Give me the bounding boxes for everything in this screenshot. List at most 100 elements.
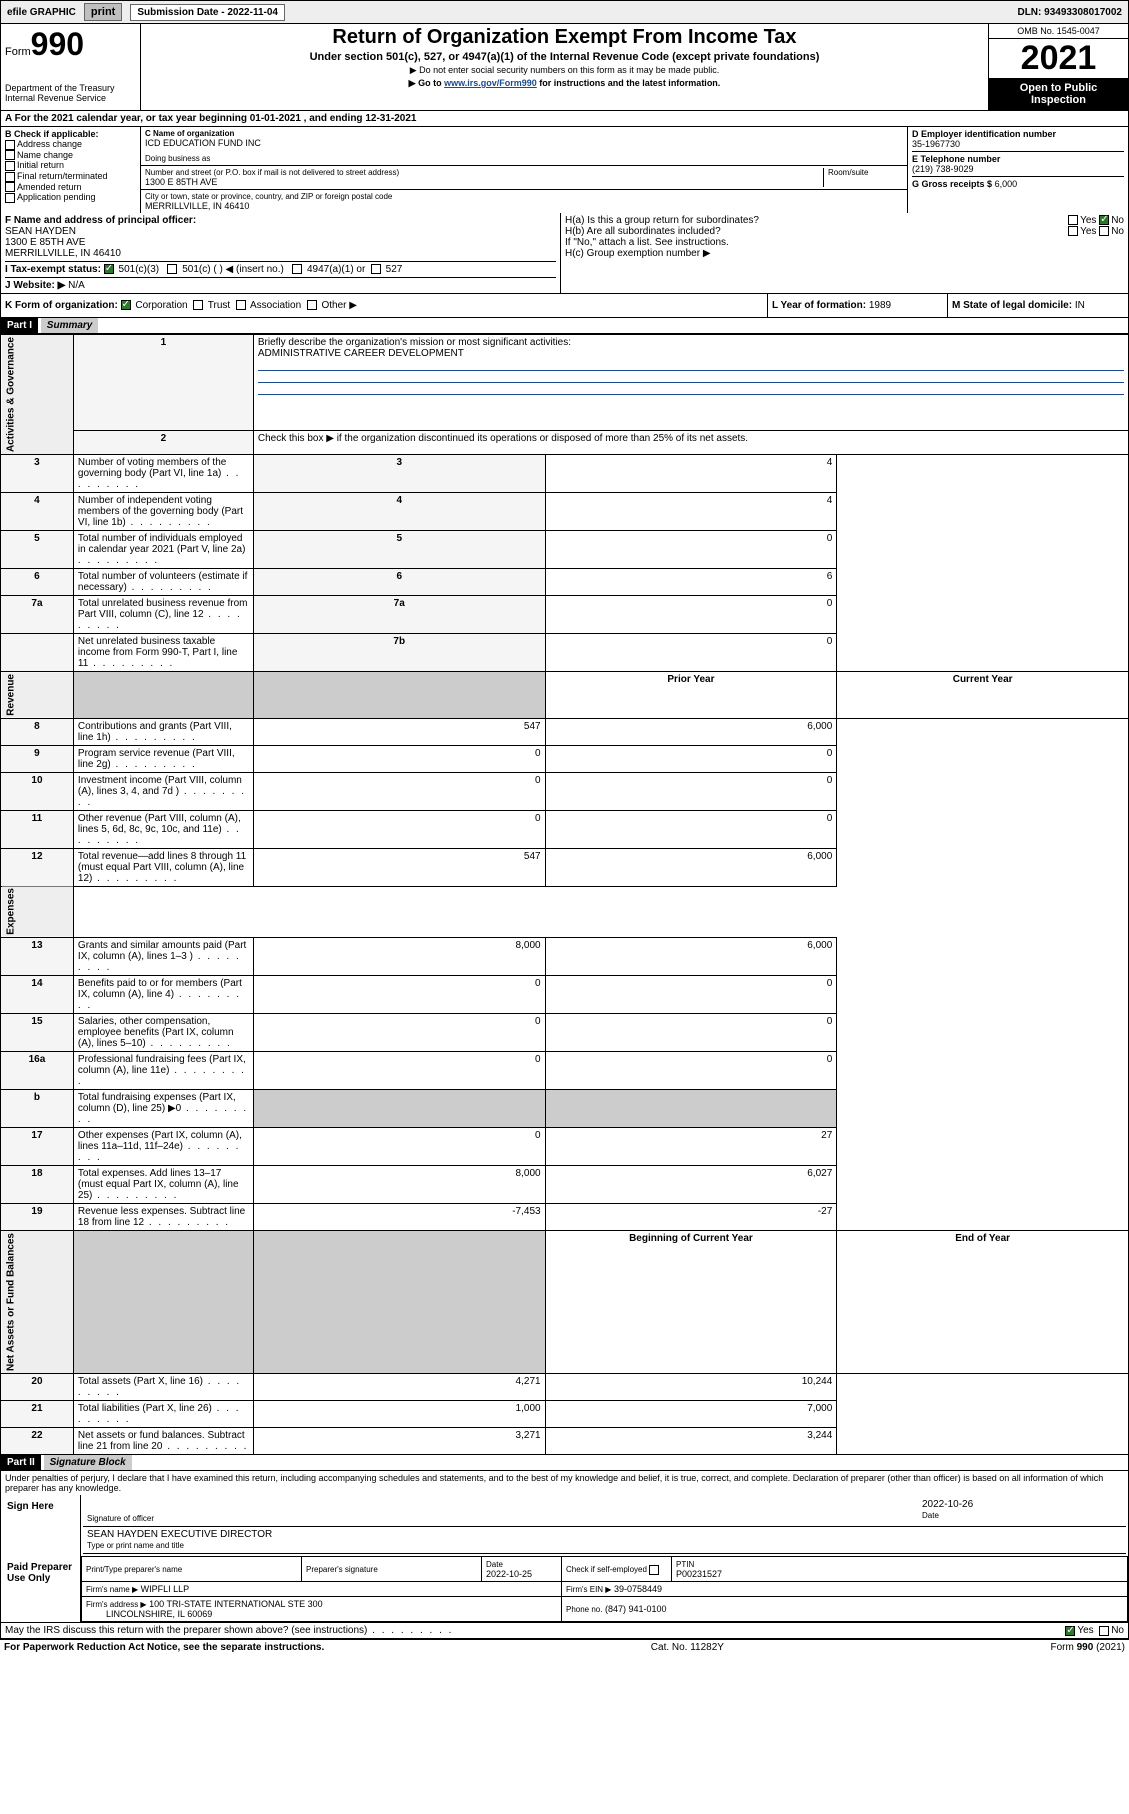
h-a: H(a) Is this a group return for subordin…	[565, 215, 1124, 226]
firm-name: WIPFLI LLP	[141, 1584, 190, 1594]
ha-yes[interactable]	[1068, 215, 1078, 225]
table-row: 16aProfessional fundraising fees (Part I…	[1, 1052, 1129, 1090]
submission-date-label: Submission Date - 2022-11-04	[124, 5, 291, 20]
table-row: 20Total assets (Part X, line 16)4,27110,…	[1, 1374, 1129, 1401]
table-row: 9Program service revenue (Part VIII, lin…	[1, 745, 1129, 772]
table-row: 18Total expenses. Add lines 13–17 (must …	[1, 1166, 1129, 1204]
ptin: P00231527	[676, 1569, 722, 1579]
year-formation: 1989	[869, 300, 891, 311]
header-grid: B Check if applicable: Address change Na…	[0, 127, 1129, 213]
row-j: J Website: ▶ N/A	[5, 280, 556, 291]
form-subtitle: Under section 501(c), 527, or 4947(a)(1)…	[145, 51, 984, 63]
part1-title: Summary	[41, 318, 99, 333]
topbar: efile GRAPHIC print Submission Date - 20…	[0, 0, 1129, 24]
irs-label: Internal Revenue Service	[5, 93, 136, 103]
checkbox-501c[interactable]	[167, 264, 177, 274]
firm-ein: 39-0758449	[614, 1584, 662, 1594]
gross-receipts: 6,000	[995, 179, 1018, 189]
perjury-text: Under penalties of perjury, I declare th…	[1, 1471, 1128, 1495]
box-c: C Name of organization ICD EDUCATION FUN…	[141, 127, 908, 213]
row-a-tax-year: A For the 2021 calendar year, or tax yea…	[0, 111, 1129, 127]
table-row: 8Contributions and grants (Part VIII, li…	[1, 718, 1129, 745]
summary-table: Activities & Governance 1 Briefly descri…	[0, 334, 1129, 1455]
efile-label: efile GRAPHIC	[1, 5, 82, 20]
k-corp[interactable]	[121, 300, 131, 310]
discuss-no[interactable]	[1099, 1626, 1109, 1636]
row-klm: K Form of organization: Corporation Trus…	[0, 294, 1129, 318]
section-governance: Activities & Governance	[1, 335, 74, 455]
state-domicile: IN	[1075, 300, 1085, 311]
part2-title: Signature Block	[44, 1455, 132, 1470]
dept-label: Department of the Treasury	[5, 83, 136, 93]
hb-yes[interactable]	[1068, 226, 1078, 236]
section-net-assets: Net Assets or Fund Balances	[1, 1231, 74, 1374]
sign-date: 2022-10-26	[922, 1499, 973, 1510]
open-public-badge: Open to Public Inspection	[989, 78, 1128, 110]
tax-year: 2021	[989, 39, 1128, 78]
checkbox-501c3[interactable]	[104, 264, 114, 274]
org-street: 1300 E 85TH AVE	[145, 177, 823, 187]
firm-phone: (847) 941-0100	[605, 1604, 667, 1614]
part2-header: Part II	[1, 1455, 41, 1470]
checkbox-4947[interactable]	[292, 264, 302, 274]
ha-no[interactable]	[1099, 215, 1109, 225]
discuss-yes[interactable]	[1065, 1626, 1075, 1636]
checkbox-name-change[interactable]: Name change	[5, 150, 136, 161]
may-irs-discuss: May the IRS discuss this return with the…	[1, 1622, 1128, 1638]
k-other[interactable]	[307, 300, 317, 310]
checkbox-527[interactable]	[371, 264, 381, 274]
table-row: bTotal fundraising expenses (Part IX, co…	[1, 1090, 1129, 1128]
dln: DLN: 93493308017002	[1011, 5, 1128, 20]
box-d-e-g: D Employer identification number 35-1967…	[908, 127, 1128, 213]
officer-name: SEAN HAYDEN	[5, 226, 556, 237]
table-row: 12Total revenue—add lines 8 through 11 (…	[1, 848, 1129, 886]
form-header: Form 990 Department of the Treasury Inte…	[0, 24, 1129, 111]
table-row: 11Other revenue (Part VIII, column (A), …	[1, 810, 1129, 848]
table-row: 17Other expenses (Part IX, column (A), l…	[1, 1128, 1129, 1166]
table-row: 21Total liabilities (Part X, line 26)1,0…	[1, 1401, 1129, 1428]
checkbox-final-return[interactable]: Final return/terminated	[5, 171, 136, 182]
org-city: MERRILLVILLE, IN 46410	[145, 201, 903, 211]
ssn-note: Do not enter social security numbers on …	[145, 65, 984, 76]
table-row: 14Benefits paid to or for members (Part …	[1, 976, 1129, 1014]
section-revenue: Revenue	[1, 672, 74, 719]
checkbox-initial-return[interactable]: Initial return	[5, 160, 136, 171]
form-990-logo: Form 990	[5, 26, 136, 63]
table-row: 13Grants and similar amounts paid (Part …	[1, 938, 1129, 976]
row-f-h: F Name and address of principal officer:…	[0, 213, 1129, 294]
ein: 35-1967730	[912, 139, 1124, 149]
h-c: H(c) Group exemption number ▶	[565, 248, 1124, 259]
telephone: (219) 738-9029	[912, 164, 1124, 174]
hb-no[interactable]	[1099, 226, 1109, 236]
table-row: 6Total number of volunteers (estimate if…	[1, 569, 1129, 596]
k-assoc[interactable]	[236, 300, 246, 310]
mission: ADMINISTRATIVE CAREER DEVELOPMENT	[258, 348, 464, 359]
part1-header: Part I	[1, 318, 38, 333]
checkbox-application-pending[interactable]: Application pending	[5, 192, 136, 203]
sign-here-label: Sign Here	[1, 1495, 81, 1556]
checkbox-address-change[interactable]: Address change	[5, 139, 136, 150]
table-row: 4Number of independent voting members of…	[1, 493, 1129, 531]
form990-link[interactable]: www.irs.gov/Form990	[444, 78, 537, 88]
goto-note: ▶ Go to www.irs.gov/Form990 for instruct…	[145, 78, 984, 89]
paid-preparer-label: Paid Preparer Use Only	[1, 1556, 81, 1622]
omb-number: OMB No. 1545-0047	[989, 24, 1128, 39]
print-button[interactable]: print	[84, 3, 122, 21]
checkbox-amended-return[interactable]: Amended return	[5, 182, 136, 193]
table-row: 7aTotal unrelated business revenue from …	[1, 596, 1129, 634]
officer-signed-name: SEAN HAYDEN EXECUTIVE DIRECTOR	[87, 1529, 272, 1540]
self-employed-checkbox[interactable]	[649, 1565, 659, 1575]
preparer-table: Print/Type preparer's name Preparer's si…	[81, 1556, 1128, 1622]
table-row: Net unrelated business taxable income fr…	[1, 634, 1129, 672]
box-b: B Check if applicable: Address change Na…	[1, 127, 141, 213]
section-expenses: Expenses	[1, 886, 74, 938]
k-trust[interactable]	[193, 300, 203, 310]
table-row: 19Revenue less expenses. Subtract line 1…	[1, 1204, 1129, 1231]
page-footer: For Paperwork Reduction Act Notice, see …	[0, 1639, 1129, 1655]
table-row: 15Salaries, other compensation, employee…	[1, 1014, 1129, 1052]
table-row: 5Total number of individuals employed in…	[1, 531, 1129, 569]
form-title: Return of Organization Exempt From Incom…	[145, 26, 984, 49]
org-name: ICD EDUCATION FUND INC	[145, 138, 903, 148]
h-b: H(b) Are all subordinates included? Yes …	[565, 226, 1124, 237]
table-row: 10Investment income (Part VIII, column (…	[1, 772, 1129, 810]
